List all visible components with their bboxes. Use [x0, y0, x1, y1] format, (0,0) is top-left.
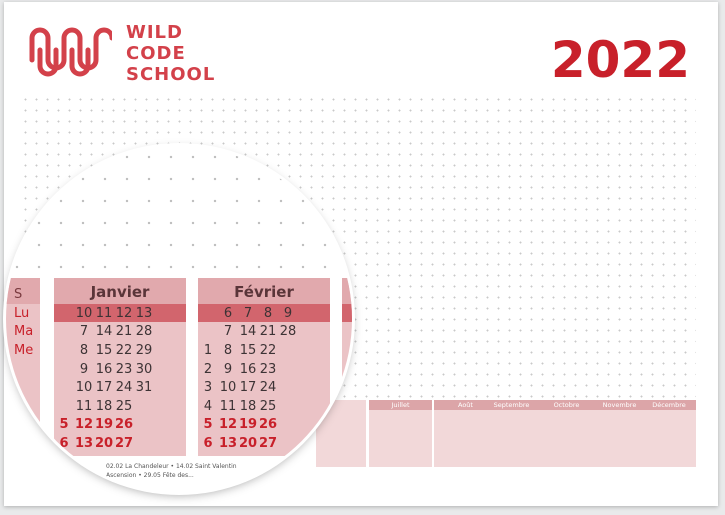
month-card-janvier: Janvier 10 11 12 13 7 14 21 28 8 15 22 29 9 16 23 30 10 1…	[54, 278, 186, 456]
day-cell: 11	[219, 398, 237, 414]
week-row: 6 13 20 27	[198, 434, 330, 453]
magnified-dots	[6, 146, 352, 276]
day-cell: 27	[258, 435, 278, 451]
month-title: Janvier	[54, 278, 186, 304]
week-row: 6 13 20 27	[54, 434, 186, 453]
day-cell: 9	[283, 305, 293, 321]
day-cell: 3	[203, 380, 213, 396]
year-title: 2022	[550, 31, 690, 89]
day-cell: 14	[95, 324, 113, 340]
week-row: 1 8 15 22	[198, 341, 330, 360]
day-cell: 9	[223, 361, 233, 377]
day-cell: 25	[259, 398, 277, 414]
month-rows: 10 11 12 13 7 14 21 28 8 15 22 29 9 16 23 30 10 17 24 31 11 1…	[54, 304, 186, 453]
day-cell: 26	[258, 417, 278, 433]
day-cell: 20	[238, 435, 258, 451]
day-cell: 21	[115, 324, 133, 340]
day-cell: 10	[219, 380, 237, 396]
day-cell: 6	[223, 305, 233, 321]
month-card-fevrier: Février 6 7 8 9 7 14 21 28 1 8 15 22 2 9 16 23 3 10 17 24 4 1…	[198, 278, 330, 456]
day-cell: 26	[114, 417, 134, 433]
day-cell: 17	[95, 380, 113, 396]
day-cell: 23	[115, 361, 133, 377]
day-cell: 13	[218, 435, 238, 451]
day-cell: 15	[239, 342, 257, 358]
month-title: Février	[198, 278, 330, 304]
magnified-next-month	[342, 278, 352, 456]
day-cell: 8	[79, 342, 89, 358]
day-cell: 22	[259, 342, 277, 358]
day-cell: 22	[115, 342, 133, 358]
day-cell: 5	[59, 417, 69, 433]
day-cell: 11	[95, 305, 113, 321]
day-cell: 24	[259, 380, 277, 396]
day-cell: 30	[135, 361, 153, 377]
day-cell: 16	[95, 361, 113, 377]
week-row: 7 14 21 28	[54, 323, 186, 342]
week-row: 10 11 12 13	[54, 304, 186, 323]
magnifier-lens: S Lu Ma Me Janvier 10 11 12 13 7 14 21 28 8 15 22 2…	[6, 146, 352, 492]
day-cell: 7	[243, 305, 253, 321]
month-rows: 6 7 8 9 7 14 21 28 1 8 15 22 2 9 16 23 3 10 17 24 4 11 18 25 5 12…	[198, 304, 330, 453]
day-cell: 16	[239, 361, 257, 377]
day-cell: 6	[59, 435, 69, 451]
day-cell: 19	[238, 417, 258, 433]
day-cell: 28	[279, 324, 297, 340]
day-cell: 8	[263, 305, 273, 321]
day-cell: 12	[74, 417, 94, 433]
day-cell: 25	[115, 398, 133, 414]
day-cell: 12	[218, 417, 238, 433]
day-cell: 27	[114, 435, 134, 451]
magnified-footer: 02.02 La Chandeleur • 14.02 Saint Valent…	[106, 463, 237, 479]
day-cell: 7	[223, 324, 233, 340]
day-cell: 10	[75, 305, 93, 321]
week-row: 10 17 24 31	[54, 378, 186, 397]
day-cell: 20	[94, 435, 114, 451]
brand-name: WILD CODE SCHOOL	[126, 22, 216, 85]
day-cell: 1	[203, 342, 213, 358]
week-row: 8 15 22 29	[54, 341, 186, 360]
day-cell: 31	[135, 380, 153, 396]
day-cell: 24	[115, 380, 133, 396]
day-cell: 15	[95, 342, 113, 358]
day-cell: 4	[203, 398, 213, 414]
day-cell: 29	[135, 342, 153, 358]
mini-month-card: Novembre	[588, 400, 651, 467]
week-row: 9 16 23 30	[54, 360, 186, 379]
day-cell: 8	[223, 342, 233, 358]
day-cell: 2	[203, 361, 213, 377]
mini-month-card: Octobre	[535, 400, 598, 467]
day-cell: 17	[239, 380, 257, 396]
day-cell: 7	[79, 324, 89, 340]
day-cell: 21	[259, 324, 277, 340]
week-row: 2 9 16 23	[198, 360, 330, 379]
wild-code-school-logo-icon	[29, 27, 112, 77]
mini-month-card: Décembre	[642, 400, 696, 467]
week-row: 7 14 21 28	[198, 323, 330, 342]
week-row: 3 10 17 24	[198, 378, 330, 397]
mini-month-card: Septembre	[480, 400, 543, 467]
day-cell: 19	[94, 417, 114, 433]
day-cell: 18	[95, 398, 113, 414]
day-cell: 11	[75, 398, 93, 414]
day-cell: 13	[135, 305, 153, 321]
magnified-left-column: S Lu Ma Me	[6, 278, 40, 456]
day-cell: 23	[259, 361, 277, 377]
day-cell: 18	[239, 398, 257, 414]
day-cell: 9	[79, 361, 89, 377]
week-row: 5 12 19 26	[54, 416, 186, 435]
day-cell: 12	[115, 305, 133, 321]
week-row: 11 18 25	[54, 397, 186, 416]
day-cell: 10	[75, 380, 93, 396]
day-cell: 14	[239, 324, 257, 340]
week-row: 5 12 19 26	[198, 416, 330, 435]
day-cell: 5	[203, 417, 213, 433]
day-cell: 28	[135, 324, 153, 340]
day-cell: 6	[203, 435, 213, 451]
week-row: 4 11 18 25	[198, 397, 330, 416]
mini-month-card: Juillet	[369, 400, 432, 467]
day-cell: 13	[74, 435, 94, 451]
